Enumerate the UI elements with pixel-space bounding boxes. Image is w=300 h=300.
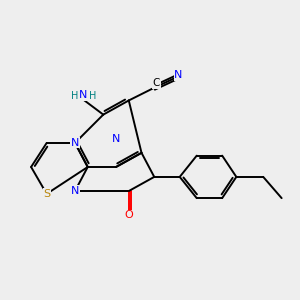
Text: N: N: [79, 90, 88, 100]
Text: N: N: [174, 70, 182, 80]
Text: O: O: [124, 210, 133, 220]
Text: S: S: [43, 189, 50, 199]
Text: N: N: [71, 186, 79, 196]
Text: N: N: [71, 138, 79, 148]
Text: N: N: [112, 134, 120, 144]
Text: H: H: [89, 91, 96, 101]
Text: C: C: [153, 79, 160, 88]
Text: H: H: [71, 91, 78, 101]
